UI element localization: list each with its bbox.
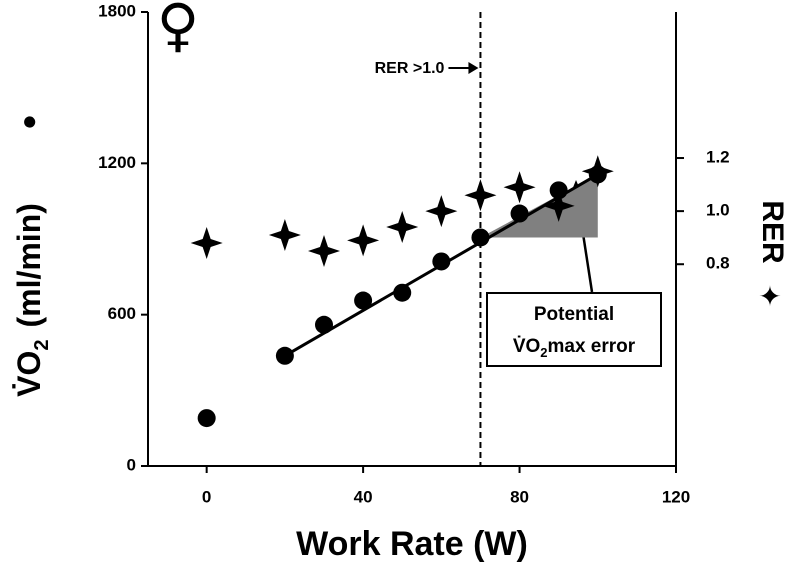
callout-line1: Potential — [534, 304, 614, 325]
y-tick-label: 600 — [108, 304, 136, 323]
callout-rest: max error — [548, 336, 636, 357]
rer-point — [386, 211, 419, 244]
y-tick-label: 1800 — [98, 1, 136, 20]
y-tick-label: 0 — [127, 455, 136, 474]
vo2-point — [471, 228, 490, 247]
threshold-arrowhead — [468, 62, 479, 74]
y2-tick-label: 1.2 — [706, 148, 730, 167]
y-axis-label: V̇O2 (ml/min) — [11, 203, 53, 397]
rer-point — [464, 179, 497, 212]
vo2-point — [393, 283, 412, 302]
y2-tick-label: 1.0 — [706, 201, 730, 220]
y2-tick-label: 0.8 — [706, 254, 730, 273]
y2-axis-label: RER — [756, 200, 789, 264]
vo2-point — [315, 315, 333, 334]
vo2-point — [510, 204, 529, 223]
y-label-marker: ● — [13, 114, 43, 130]
x-axis-label: Work Rate (W) — [296, 525, 528, 563]
vo2-point — [197, 409, 216, 428]
rer-point — [190, 226, 223, 259]
rer-point — [308, 234, 340, 267]
rer-point — [581, 155, 614, 188]
threshold-label: RER >1.0 — [375, 60, 445, 77]
vo2-point — [275, 346, 294, 365]
rer-point — [503, 171, 536, 204]
callout-box — [486, 292, 662, 367]
x-tick-label: 120 — [662, 487, 690, 506]
female-symbol: ♀ — [157, 0, 199, 59]
vo2-point — [432, 252, 451, 271]
vo2-point — [354, 291, 373, 310]
callout-main: V̇O — [513, 335, 540, 357]
y-label-main: V̇O — [11, 351, 47, 397]
rer-point — [347, 224, 380, 257]
x-tick-label: 40 — [354, 487, 373, 506]
y-label-unit: (ml/min) — [11, 203, 47, 327]
y2-label-marker: ✦ — [758, 280, 781, 313]
callout-line2: V̇O2max error — [513, 335, 636, 360]
y-tick-label: 1200 — [98, 153, 136, 172]
rer-point — [268, 219, 301, 252]
y-label-sub: 2 — [31, 340, 53, 351]
x-tick-label: 80 — [510, 487, 529, 506]
rer-point — [542, 189, 575, 222]
x-tick-label: 0 — [202, 487, 211, 506]
callout-sub: 2 — [540, 345, 547, 360]
rer-point — [425, 195, 458, 228]
